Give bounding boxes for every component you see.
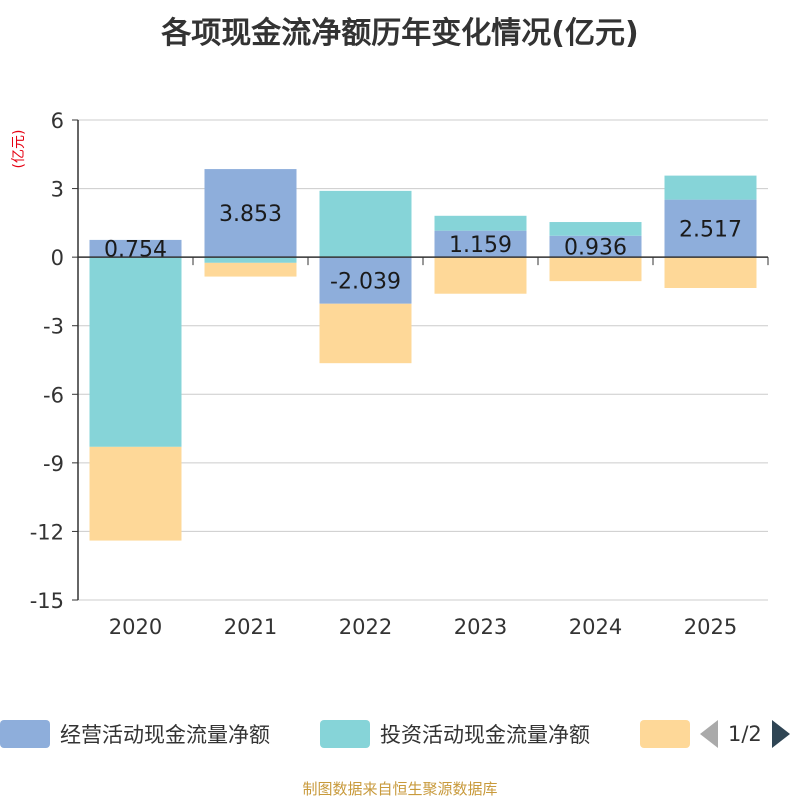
data-label-2025: 2.517 — [679, 217, 742, 242]
legend-swatch-investing — [320, 720, 370, 748]
x-tick-label-2021: 2021 — [224, 615, 277, 639]
bar-series0-2022 — [319, 257, 412, 304]
data-source-note: 制图数据来自恒生聚源数据库 — [302, 780, 498, 798]
bar-series2-2022 — [319, 303, 412, 364]
bar-series0-2023 — [434, 230, 527, 258]
y-tick-label: -15 — [30, 589, 64, 613]
bar-series0-2021 — [204, 169, 297, 258]
y-tick-label: 3 — [51, 178, 64, 202]
x-tick-label-2025: 2025 — [684, 615, 737, 639]
y-tick-label: -9 — [43, 452, 64, 476]
y-tick-label: -6 — [43, 383, 64, 407]
legend-swatch-financing — [640, 720, 690, 748]
data-label-2024: 0.936 — [564, 235, 627, 260]
legend-item-investing[interactable]: 投资活动现金流量净额 — [320, 714, 590, 754]
legend-swatch-operating — [0, 720, 50, 748]
y-tick-label: 6 — [51, 109, 64, 133]
legend-label-operating: 经营活动现金流量净额 — [60, 723, 270, 747]
y-tick-label: -12 — [30, 520, 64, 544]
legend-page-indicator: 1/2 — [728, 722, 762, 746]
legend-label-investing: 投资活动现金流量净额 — [380, 723, 590, 747]
legend: 经营活动现金流量净额 投资活动现金流量净额 1/2 — [0, 714, 800, 754]
bar-series2-2021 — [204, 262, 297, 277]
bar-series2-2020 — [89, 446, 182, 541]
x-tick-label-2022: 2022 — [339, 615, 392, 639]
x-tick-label-2023: 2023 — [454, 615, 507, 639]
bar-series2-2025 — [664, 257, 757, 288]
bar-series1-2021 — [204, 257, 297, 263]
bar-series0-2020 — [89, 239, 182, 258]
legend-next-page-icon[interactable] — [771, 720, 790, 748]
bar-series1-2025 — [664, 175, 757, 200]
bar-series2-2024 — [549, 257, 642, 282]
bar-series1-2022 — [319, 190, 412, 258]
bar-series0-2025 — [664, 199, 757, 258]
bar-series1-2020 — [89, 257, 182, 447]
bar-series0-2024 — [549, 235, 642, 258]
bar-series1-2024 — [549, 222, 642, 236]
x-tick-label-2024: 2024 — [569, 615, 622, 639]
data-label-2022: -2.039 — [330, 269, 401, 294]
chart-title: 各项现金流净额历年变化情况(亿元) — [161, 16, 639, 51]
legend-item-financing[interactable] — [640, 714, 690, 754]
legend-prev-page-icon[interactable] — [700, 720, 718, 748]
bar-series2-2023 — [434, 257, 527, 294]
data-label-2021: 3.853 — [219, 202, 282, 227]
y-tick-label: -3 — [43, 315, 64, 339]
legend-pager: 1/2 — [700, 714, 790, 754]
y-tick-label: 0 — [51, 246, 64, 270]
data-label-2023: 1.159 — [449, 233, 512, 258]
legend-item-operating[interactable]: 经营活动现金流量净额 — [0, 714, 270, 754]
bar-series1-2023 — [434, 215, 527, 231]
x-tick-label-2020: 2020 — [109, 615, 162, 639]
